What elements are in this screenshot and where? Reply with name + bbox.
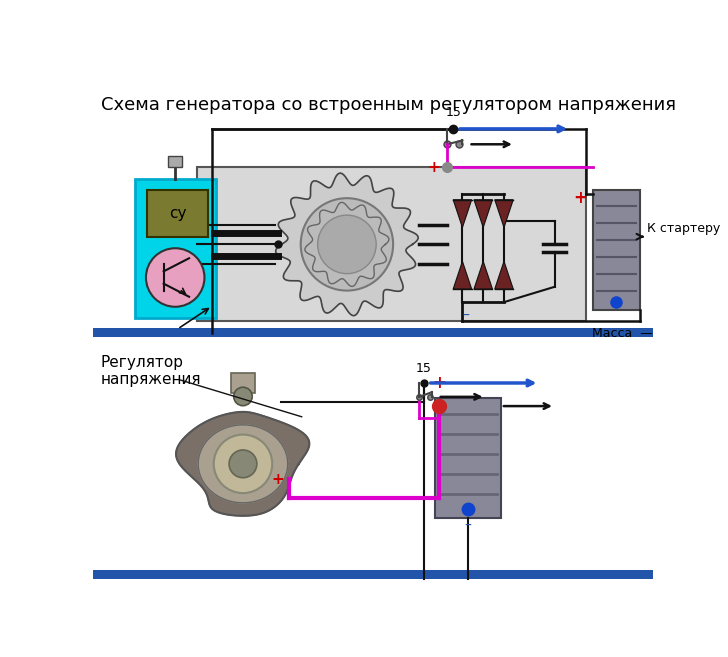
Bar xyxy=(197,168,585,321)
Text: 15: 15 xyxy=(446,106,461,119)
Text: –: – xyxy=(463,309,470,323)
Polygon shape xyxy=(495,200,513,227)
Polygon shape xyxy=(276,173,418,315)
Bar xyxy=(232,373,255,393)
Polygon shape xyxy=(176,412,309,516)
Bar xyxy=(135,179,216,317)
Bar xyxy=(147,191,208,237)
Circle shape xyxy=(317,215,376,274)
Polygon shape xyxy=(495,261,513,289)
Text: 15: 15 xyxy=(416,362,432,375)
Polygon shape xyxy=(453,261,472,289)
Circle shape xyxy=(229,450,257,478)
Text: –: – xyxy=(464,519,472,533)
Polygon shape xyxy=(453,200,472,227)
Text: К стартеру: К стартеру xyxy=(647,223,721,235)
Bar xyxy=(435,398,501,518)
Text: +: + xyxy=(573,189,587,207)
Circle shape xyxy=(301,198,393,290)
Circle shape xyxy=(214,434,272,493)
Polygon shape xyxy=(198,425,288,503)
Bar xyxy=(93,328,654,337)
Bar xyxy=(93,570,654,579)
Text: +: + xyxy=(432,374,446,392)
Bar xyxy=(168,156,182,168)
Polygon shape xyxy=(474,200,492,227)
Text: Масса  —: Масса — xyxy=(592,327,652,340)
Text: +: + xyxy=(427,160,440,175)
Circle shape xyxy=(234,387,252,406)
Text: су: су xyxy=(169,206,186,221)
Text: Регулятор
напряжения: Регулятор напряжения xyxy=(100,355,201,387)
Bar xyxy=(593,191,639,310)
Polygon shape xyxy=(474,261,492,289)
Circle shape xyxy=(146,248,205,307)
Text: +: + xyxy=(272,472,284,487)
Text: Схема генератора со встроенным регулятором напряжения: Схема генератора со встроенным регулятор… xyxy=(100,96,676,114)
